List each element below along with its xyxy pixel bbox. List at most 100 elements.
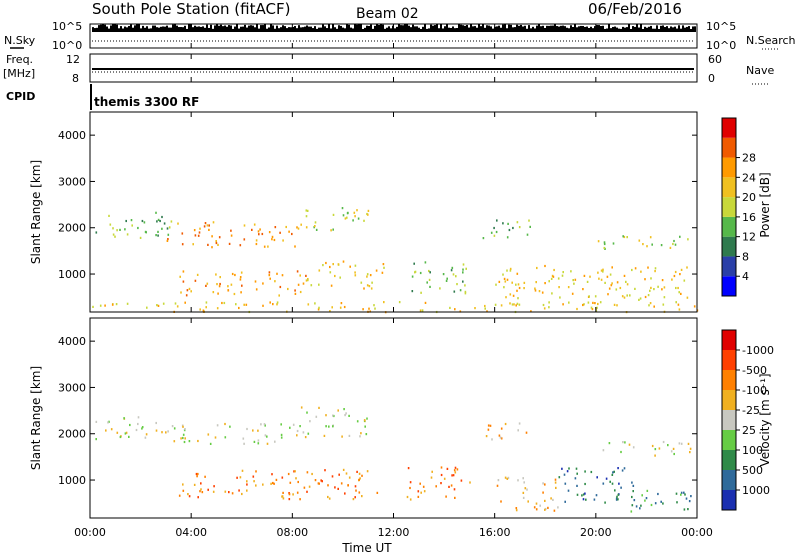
velocity-ylabel: Slant Range [km]	[29, 366, 43, 470]
echo-cell	[620, 486, 622, 489]
echo-cell	[105, 429, 107, 432]
colorbar-tick-label: -1000	[742, 344, 774, 357]
echo-cell	[216, 424, 219, 427]
nsky-bar	[284, 26, 286, 32]
echo-cell	[506, 269, 508, 272]
echo-cell	[337, 263, 340, 266]
echo-cell	[422, 485, 425, 488]
nsky-bar	[460, 24, 462, 32]
echo-cell	[296, 429, 299, 433]
nsky-bar	[642, 28, 644, 32]
nsky-bar	[556, 26, 558, 32]
nsky-bar	[180, 27, 182, 32]
colorbar-swatch	[722, 157, 736, 178]
echo-cell	[594, 302, 596, 305]
nsky-bar	[320, 27, 322, 32]
nsky-bar	[102, 24, 104, 32]
echo-cell	[299, 290, 302, 294]
echo-cell	[409, 486, 411, 490]
echo-cell	[484, 307, 486, 310]
echo-cell	[230, 283, 233, 286]
echo-cell	[214, 436, 217, 439]
echo-cell	[515, 283, 517, 286]
echo-cell	[373, 304, 375, 307]
nsky-bar	[614, 26, 616, 32]
echo-cell	[455, 275, 457, 278]
echo-cell	[166, 239, 169, 242]
echo-cell	[495, 230, 498, 234]
echo-cell	[181, 243, 184, 246]
echo-cell	[649, 302, 652, 305]
nsky-bar	[344, 28, 346, 32]
echo-cell	[582, 493, 585, 496]
echo-cell	[114, 235, 116, 238]
nsky-bar	[432, 25, 434, 32]
echo-cell	[293, 470, 295, 473]
echo-cell	[554, 478, 557, 481]
echo-cell	[452, 474, 455, 477]
nsky-bar	[418, 27, 420, 32]
nsky-bar	[352, 28, 354, 32]
colorbar-swatch	[722, 470, 736, 490]
nsky-bar	[430, 24, 432, 32]
echo-cell	[493, 234, 496, 237]
echo-cell	[649, 236, 652, 239]
nsky-bar	[290, 27, 292, 32]
echo-cell	[255, 242, 258, 246]
echo-cell	[680, 491, 683, 494]
nsky-bar	[160, 26, 162, 32]
nsky-bar	[346, 24, 348, 32]
echo-cell	[145, 231, 147, 234]
echo-cell	[318, 406, 320, 409]
echo-cell	[197, 496, 199, 499]
nsky-bar	[188, 24, 190, 32]
echo-cell	[509, 267, 512, 270]
echo-cell	[341, 207, 344, 210]
echo-cell	[123, 417, 125, 420]
echo-cell	[678, 291, 680, 294]
nsky-bar	[662, 25, 664, 32]
echo-cell	[268, 274, 271, 277]
echo-cell	[639, 297, 642, 300]
nsky-bar	[380, 24, 382, 32]
echo-cell	[260, 423, 262, 426]
echo-cell	[647, 266, 649, 269]
nsky-bar	[442, 28, 444, 32]
echo-cell	[526, 488, 528, 491]
echo-cell	[644, 278, 646, 281]
echo-cell	[131, 224, 133, 227]
echo-cell	[358, 472, 361, 475]
echo-cell	[315, 228, 318, 231]
nsky-bar	[182, 27, 184, 32]
echo-cell	[624, 441, 626, 444]
nsky-bar	[688, 26, 690, 32]
echo-cell	[609, 480, 611, 483]
nsky-bar	[146, 26, 148, 32]
echo-cell	[552, 498, 554, 501]
echo-cell	[614, 489, 616, 492]
echo-cell	[264, 434, 267, 437]
freq-label: Freq.	[6, 53, 33, 66]
echo-cell	[503, 277, 506, 280]
echo-cell	[204, 222, 207, 225]
colorbar-swatch	[722, 430, 736, 450]
echo-cell	[269, 277, 271, 280]
nsky-bar	[372, 28, 374, 32]
echo-cell	[451, 474, 453, 477]
echo-cell	[573, 282, 575, 285]
echo-cell	[502, 273, 504, 276]
echo-cell	[564, 482, 567, 485]
echo-cell	[584, 470, 586, 473]
echo-cell	[367, 213, 369, 216]
echo-cell	[257, 439, 260, 442]
echo-cell	[528, 219, 530, 222]
echo-cell	[450, 269, 453, 272]
echo-cell	[325, 425, 327, 428]
echo-cell	[635, 505, 638, 508]
nsky-bar	[672, 27, 674, 32]
echo-cell	[591, 308, 594, 311]
nsky-bar	[184, 25, 186, 32]
echo-cell	[95, 231, 98, 234]
echo-cell	[126, 233, 129, 236]
